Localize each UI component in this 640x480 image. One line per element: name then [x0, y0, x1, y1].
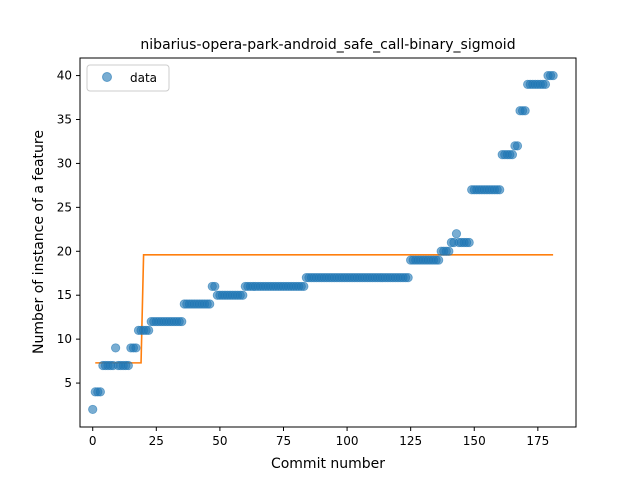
y-axis-ticks: 5 10 15 20 25 30 35 40: [57, 69, 80, 390]
x-tick-label: 75: [276, 434, 291, 448]
data-point: [88, 404, 98, 415]
data-point: [512, 141, 523, 151]
x-tick-label: 50: [212, 434, 227, 448]
data-point: [403, 273, 413, 283]
plot-area: [80, 58, 576, 427]
data-point: [495, 185, 505, 195]
y-tick-label: 30: [57, 156, 72, 170]
legend-label-data: data: [130, 71, 157, 85]
x-axis-label: Commit number: [271, 456, 385, 472]
legend-box: [86, 64, 170, 92]
x-tick-label: 150: [463, 434, 486, 448]
x-axis-ticks: 0 25 50 75 100 125 150 175: [89, 427, 549, 448]
data-point: [444, 246, 454, 256]
y-tick-label: 20: [57, 244, 72, 258]
chart-title: nibarius-opera-park-android_safe_call-bi…: [140, 37, 515, 53]
data-point: [434, 255, 444, 265]
data-point: [299, 281, 309, 292]
data-point: [111, 343, 121, 353]
data-point: [123, 360, 133, 371]
data-point: [548, 70, 558, 81]
y-axis-label: Number of instance of a feature: [31, 130, 47, 354]
data-point: [464, 237, 474, 248]
y-tick-label: 15: [57, 288, 72, 302]
legend: data: [86, 64, 170, 92]
x-tick-label: 25: [149, 434, 164, 448]
data-point: [507, 150, 518, 160]
data-point: [131, 343, 141, 353]
data-point: [210, 281, 220, 292]
data-point: [540, 79, 551, 89]
y-tick-label: 40: [57, 69, 72, 83]
x-tick-label: 175: [526, 434, 549, 448]
x-tick-label: 0: [89, 434, 97, 448]
data-point: [177, 316, 187, 327]
data-point: [205, 299, 215, 309]
data-point: [451, 229, 462, 239]
y-tick-label: 5: [64, 376, 72, 390]
x-tick-label: 100: [336, 434, 359, 448]
data-point: [144, 325, 154, 335]
data-points-layer: [88, 70, 558, 415]
data-point: [95, 387, 105, 397]
x-tick-label: 125: [399, 434, 422, 448]
y-tick-label: 25: [57, 200, 72, 214]
data-point: [520, 106, 530, 116]
y-tick-label: 35: [57, 113, 72, 127]
plot-frame: [79, 57, 577, 428]
y-tick-label: 10: [57, 332, 72, 346]
data-point: [238, 290, 248, 300]
legend-marker-data: [102, 72, 112, 82]
